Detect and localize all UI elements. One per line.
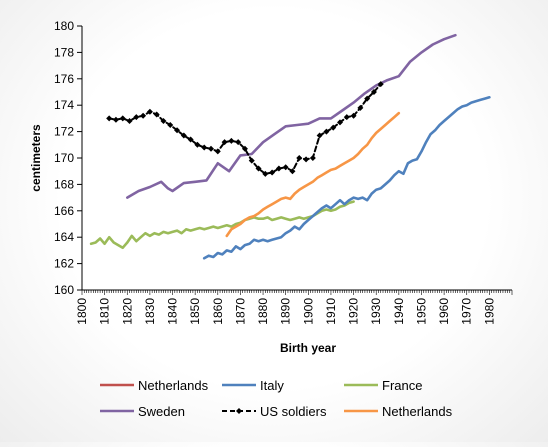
x-tick-label: 1980: [482, 298, 496, 325]
data-point: [160, 118, 167, 125]
x-tick-label: 1920: [347, 298, 361, 325]
legend-item: Netherlands: [344, 404, 453, 419]
y-axis-label: centimeters: [29, 124, 43, 192]
data-point: [221, 139, 228, 146]
data-point: [241, 145, 248, 152]
x-tick-label: 1840: [166, 298, 180, 325]
x-tick-label: 1820: [120, 298, 134, 325]
y-tick-label: 172: [54, 125, 74, 139]
data-point: [174, 127, 181, 134]
y-tick-label: 178: [54, 45, 74, 59]
data-point: [119, 115, 126, 122]
data-point: [364, 95, 371, 102]
data-point: [370, 89, 377, 95]
y-tick-label: 162: [54, 257, 74, 271]
legend-label: Italy: [260, 378, 284, 393]
series-line-italy: [202, 96, 491, 260]
x-tick-label: 1970: [460, 298, 474, 325]
x-tick-label: 1940: [392, 298, 406, 325]
x-tick-label: 1860: [211, 298, 225, 325]
legend-label: Netherlands: [138, 378, 209, 393]
data-point: [106, 115, 113, 122]
x-tick-label: 1960: [437, 298, 451, 325]
data-point: [126, 118, 133, 125]
data-point: [228, 137, 235, 144]
legend-label: US soldiers: [260, 404, 327, 419]
series-line-netherlands: [225, 111, 401, 238]
y-tick-label: 180: [54, 19, 74, 33]
data-point: [323, 128, 330, 135]
data-point: [337, 119, 343, 126]
data-point: [187, 136, 194, 143]
x-tick-label: 1800: [75, 298, 89, 325]
data-point: [309, 155, 316, 161]
x-tick-label: 1880: [256, 298, 270, 325]
x-tick-label: 1890: [279, 298, 293, 325]
data-point: [146, 108, 153, 115]
legend-label: France: [382, 378, 422, 393]
data-point: [248, 157, 255, 164]
legend-marker: [236, 408, 242, 414]
x-tick-label: 1830: [143, 298, 157, 325]
legend-item: Sweden: [100, 404, 185, 419]
data-point: [357, 104, 364, 111]
data-point: [303, 156, 310, 163]
x-axis-label: Birth year: [280, 341, 336, 355]
x-tick-label: 1900: [301, 298, 315, 325]
y-tick-label: 176: [54, 72, 74, 86]
series-line-france: [89, 200, 355, 250]
data-point: [262, 170, 269, 177]
data-point: [235, 139, 242, 146]
legend-item: US soldiers: [222, 404, 327, 419]
x-tick-label: 1850: [188, 298, 202, 325]
legend-item: France: [344, 378, 422, 393]
data-point: [208, 145, 214, 152]
data-point: [316, 132, 323, 139]
x-tick-label: 1870: [233, 298, 247, 325]
x-tick-label: 1930: [369, 298, 383, 325]
data-point: [214, 148, 221, 155]
data-point: [153, 111, 160, 118]
data-point: [377, 81, 384, 88]
data-point: [140, 112, 147, 119]
data-point: [330, 124, 337, 131]
data-point: [343, 114, 350, 121]
series-line-us-soldiers: [108, 83, 382, 175]
axes: 160 162 164 166 168 170 172 174 176 178 180 1800 181…: [54, 19, 513, 325]
y-tick-label: 174: [54, 98, 74, 112]
data-point: [194, 141, 201, 148]
x-tick-label: 1910: [324, 298, 338, 325]
data-point: [282, 164, 289, 171]
y-tick-label: 168: [54, 177, 74, 191]
y-tick-label: 170: [54, 151, 74, 165]
series-line-sweden: [126, 33, 457, 199]
legend-label: Netherlands: [382, 404, 453, 419]
data-point: [180, 132, 187, 139]
x-tick-label: 1810: [98, 298, 112, 325]
data-point: [350, 112, 357, 119]
legend-item: Netherlands: [100, 378, 209, 393]
y-tick-label: 160: [54, 283, 74, 297]
legend-item: Italy: [222, 378, 284, 393]
data-point: [255, 165, 262, 172]
y-tick-label: 164: [54, 230, 74, 244]
data-point: [167, 122, 174, 128]
data-point: [269, 169, 276, 176]
data-point: [289, 168, 296, 175]
data-point: [275, 165, 282, 172]
data-point: [296, 155, 303, 161]
data-point: [133, 114, 140, 121]
legend: Netherlands Italy France Sweden US soldiers N…: [100, 378, 453, 419]
data-point: [201, 144, 208, 151]
y-tick-label: 166: [54, 204, 74, 218]
x-tick-label: 1950: [414, 298, 428, 325]
data-point: [112, 116, 119, 123]
legend-label: Sweden: [138, 404, 185, 419]
series-layer: [89, 33, 491, 260]
